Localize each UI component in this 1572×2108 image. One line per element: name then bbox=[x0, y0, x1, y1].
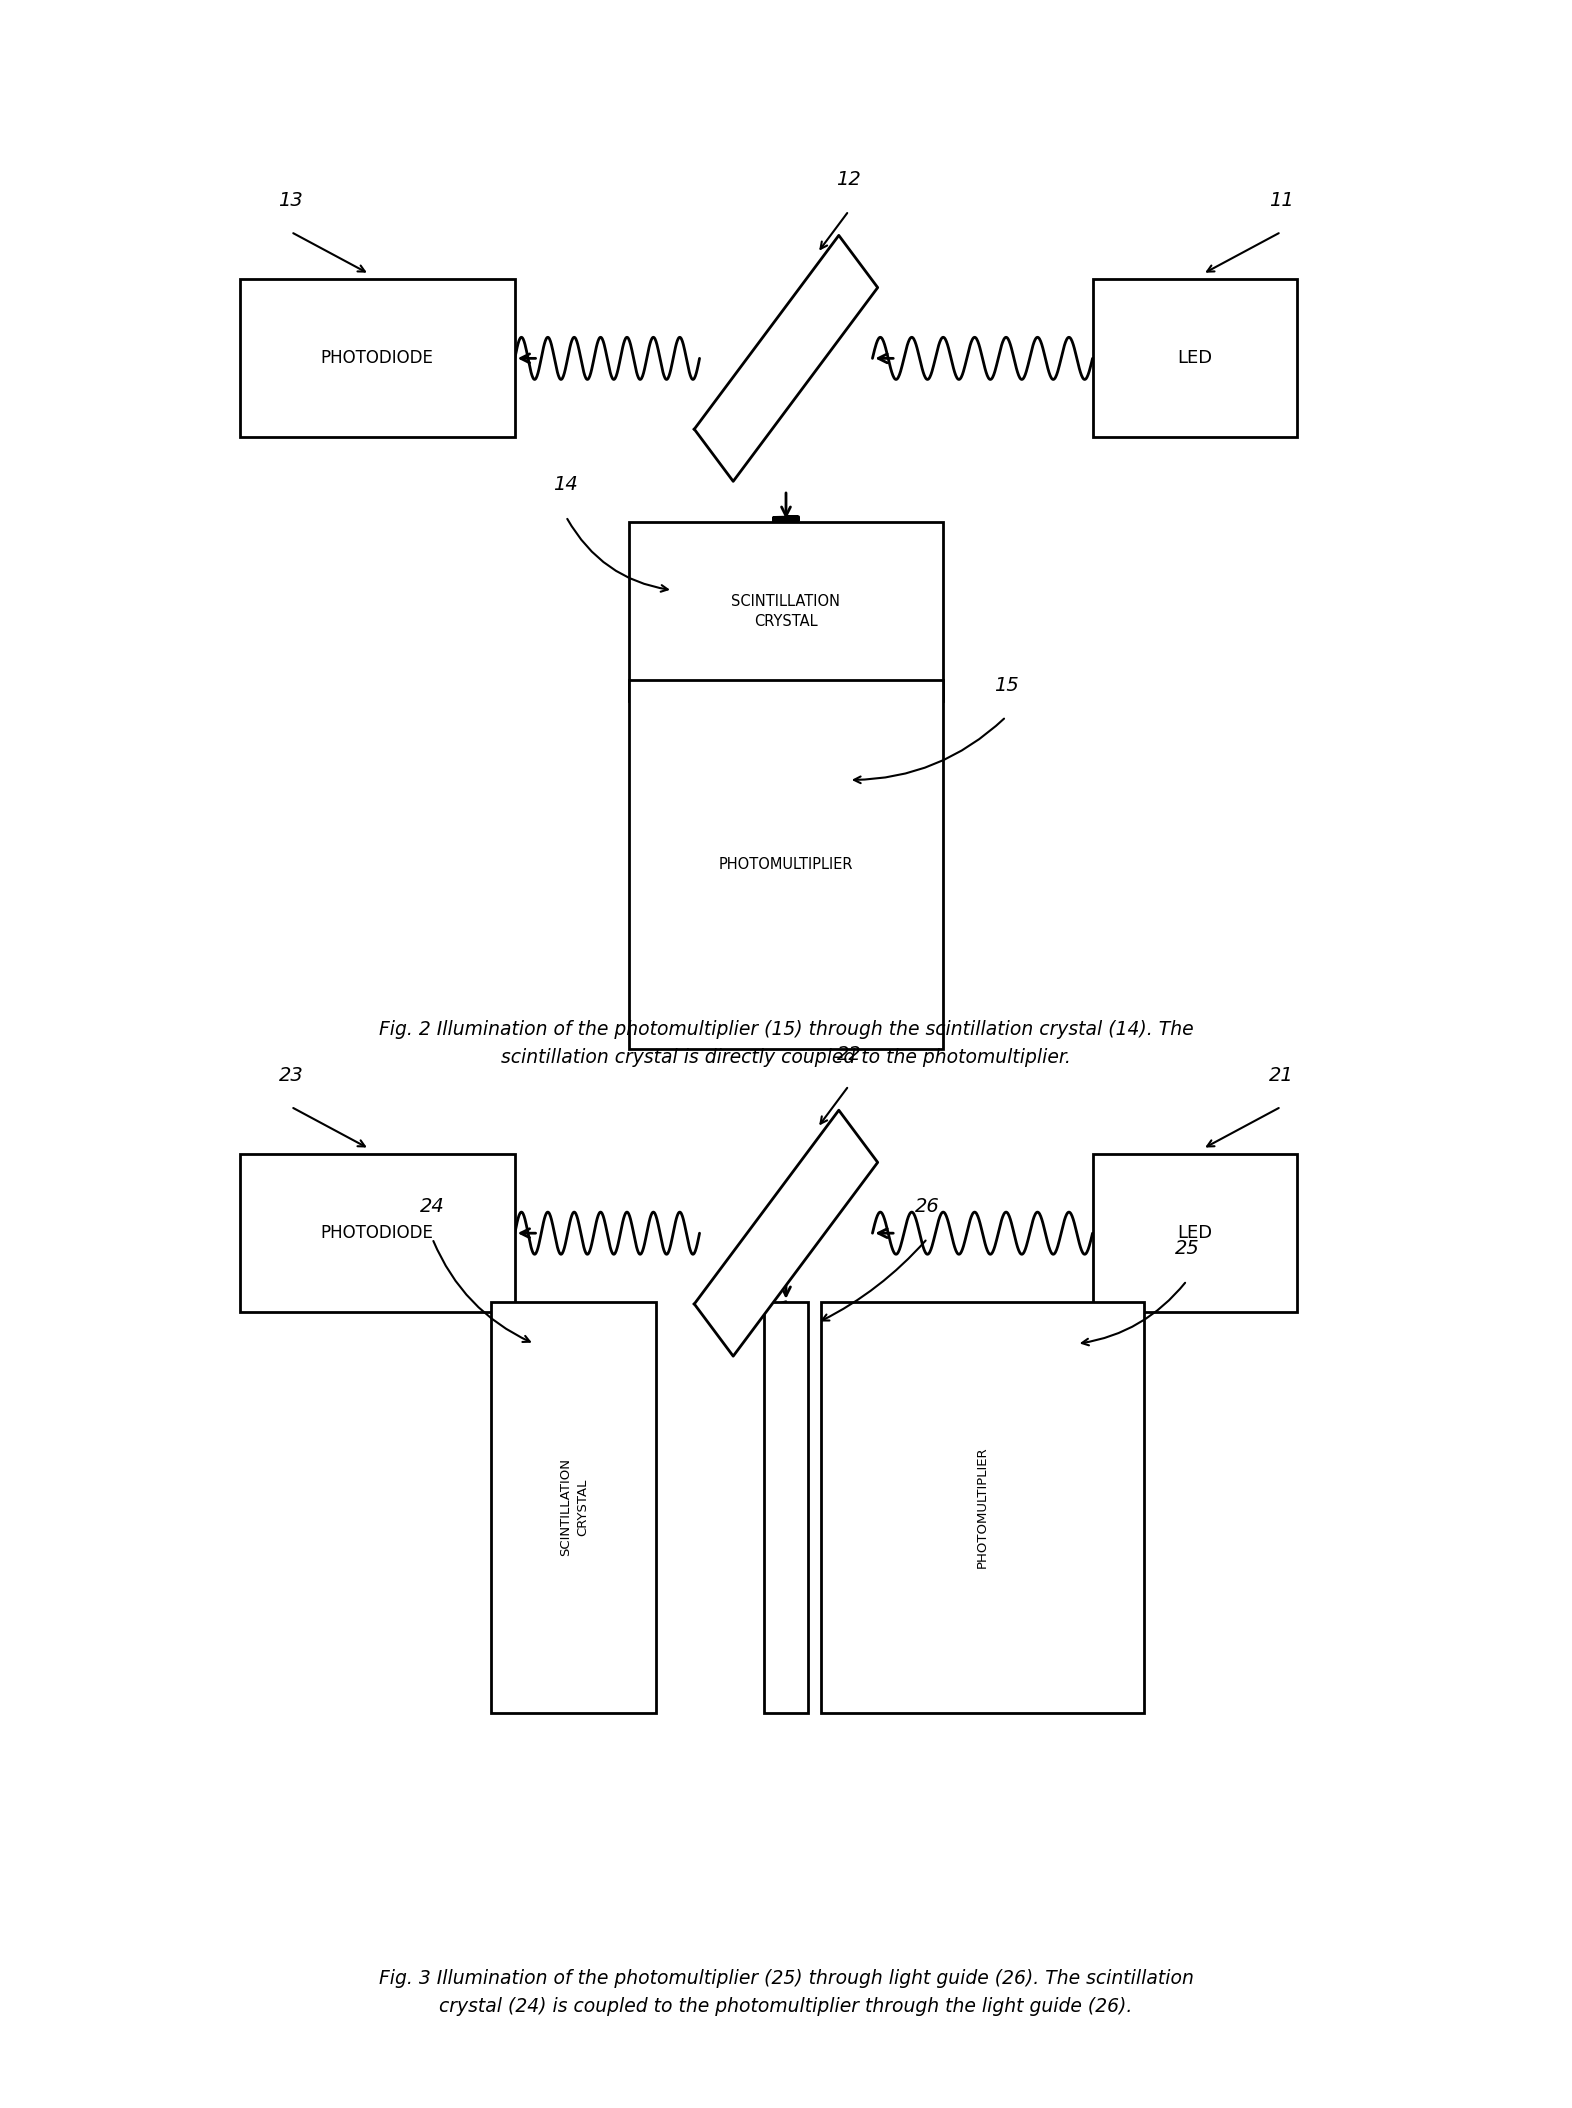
Text: PHOTOMULTIPLIER: PHOTOMULTIPLIER bbox=[718, 856, 854, 873]
Bar bbox=[764, 1301, 808, 1712]
Text: 13: 13 bbox=[278, 190, 303, 211]
Text: 24: 24 bbox=[420, 1197, 445, 1216]
Bar bbox=[1093, 1155, 1297, 1311]
Text: PHOTODIODE: PHOTODIODE bbox=[321, 1225, 434, 1242]
Polygon shape bbox=[695, 1111, 877, 1355]
Polygon shape bbox=[695, 236, 877, 481]
Text: PHOTOMULTIPLIER: PHOTOMULTIPLIER bbox=[976, 1446, 989, 1568]
Bar bbox=[239, 280, 516, 438]
Text: SCINTILLATION
CRYSTAL: SCINTILLATION CRYSTAL bbox=[731, 594, 841, 628]
Text: 12: 12 bbox=[836, 169, 861, 190]
Text: 25: 25 bbox=[1174, 1240, 1199, 1258]
Bar bbox=[490, 1301, 657, 1712]
Text: Fig. 2 Illumination of the photomultiplier (15) through the scintillation crysta: Fig. 2 Illumination of the photomultipli… bbox=[379, 1020, 1193, 1067]
Bar bbox=[629, 679, 943, 1050]
Text: 23: 23 bbox=[278, 1065, 303, 1086]
Bar bbox=[1093, 280, 1297, 438]
Text: SCINTILLATION
CRYSTAL: SCINTILLATION CRYSTAL bbox=[558, 1459, 590, 1556]
Text: 15: 15 bbox=[994, 675, 1019, 696]
Text: LED: LED bbox=[1177, 1225, 1212, 1242]
Text: 14: 14 bbox=[553, 474, 578, 495]
Bar bbox=[821, 1301, 1143, 1712]
Bar bbox=[239, 1155, 516, 1311]
Text: 22: 22 bbox=[836, 1043, 861, 1065]
Bar bbox=[629, 523, 943, 700]
Text: Fig. 3 Illumination of the photomultiplier (25) through light guide (26). The sc: Fig. 3 Illumination of the photomultipli… bbox=[379, 1969, 1193, 2015]
Text: PHOTODIODE: PHOTODIODE bbox=[321, 350, 434, 367]
Text: 21: 21 bbox=[1269, 1065, 1294, 1086]
Text: 26: 26 bbox=[915, 1197, 940, 1216]
Text: LED: LED bbox=[1177, 350, 1212, 367]
Text: 11: 11 bbox=[1269, 190, 1294, 211]
